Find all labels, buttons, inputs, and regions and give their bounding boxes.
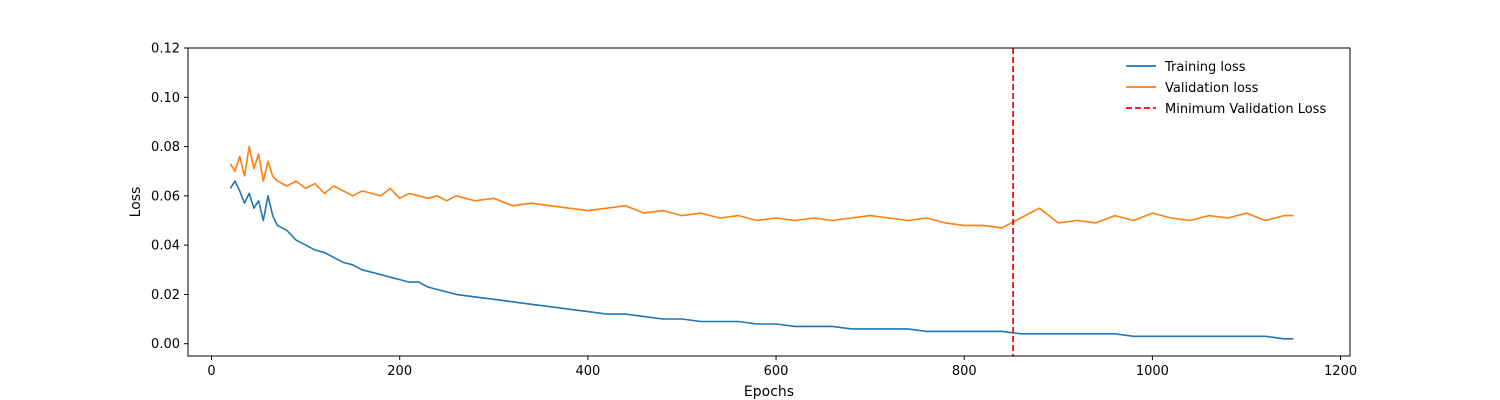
legend: Training loss Validation loss Minimum Vali… [1126,60,1326,117]
y-tick-label: 0.10 [151,91,180,106]
y-tick-label: 0.08 [151,140,180,155]
series-line-1 [229,180,1294,340]
x-tick-label: 600 [764,364,789,379]
x-axis-ticks: 0 200 400 600 800 1000 1200 [207,356,1357,379]
y-tick-label: 0.00 [151,337,180,352]
plot-area [229,145,1294,340]
y-tick-label: 0.12 [151,42,180,57]
y-tick-label: 0.06 [151,189,180,204]
x-axis-label: Epochs [744,384,794,400]
x-tick-label: 1000 [1136,364,1169,379]
legend-label-1: Training loss [1164,60,1246,75]
y-tick-label: 0.02 [151,288,180,303]
y-tick-label: 0.04 [151,239,180,254]
legend-label-2: Validation loss [1165,81,1259,96]
y-axis-ticks: 0.00 0.02 0.04 0.06 0.08 0.10 0.12 [151,42,188,352]
x-tick-label: 800 [952,364,977,379]
x-tick-label: 0 [207,364,215,379]
series-line-2 [229,145,1294,229]
x-tick-label: 200 [387,364,412,379]
x-tick-label: 1200 [1324,364,1357,379]
axes-frame [187,47,1351,357]
x-tick-label: 400 [575,364,600,379]
y-axis-label: Loss [128,187,144,218]
legend-label-3: Minimum Validation Loss [1165,102,1326,117]
